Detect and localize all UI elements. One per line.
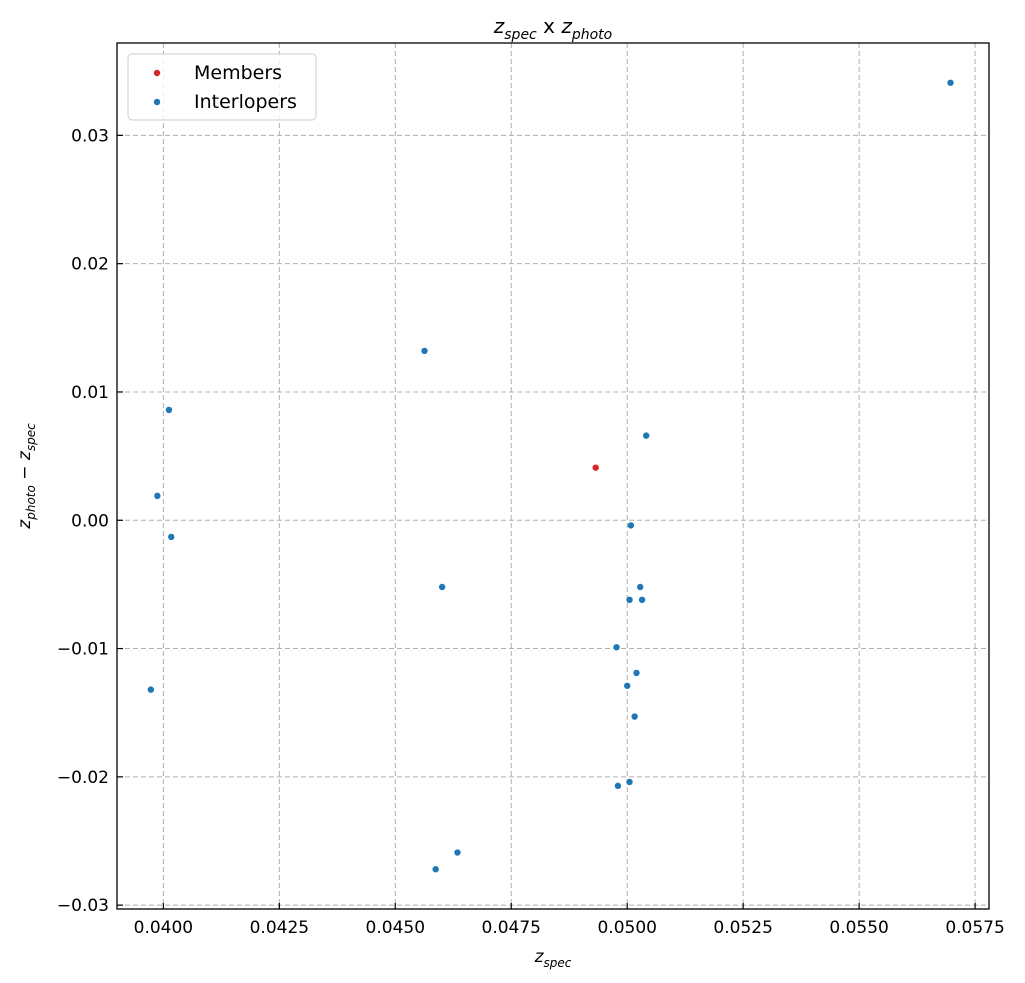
legend-box (127, 53, 317, 121)
data-point-interlopers (432, 866, 439, 873)
grid-lines (117, 43, 989, 909)
ylabel-sub-2: spec (24, 423, 38, 451)
x-tick-label: 0.0425 (250, 918, 309, 938)
data-point-interlopers (454, 849, 461, 856)
data-point-members (592, 464, 599, 471)
y-axis-label: zphoto − zspec (15, 423, 38, 530)
data-point-interlopers (147, 686, 155, 693)
legend-marker-members (153, 69, 161, 77)
data-point-interlopers (624, 682, 631, 689)
title-base-2: z (560, 14, 572, 38)
ylabel-sub-1: photo (24, 485, 38, 521)
xlabel-base: z (534, 947, 545, 967)
legend: Members Interlopers (127, 53, 317, 121)
title-sub-1: spec (504, 27, 537, 43)
x-tick-label: 0.0400 (134, 918, 193, 938)
xlabel-sub: spec (544, 956, 572, 970)
title-sub-2: photo (571, 27, 612, 43)
data-point-interlopers (627, 522, 635, 529)
y-tick-label: 0.02 (71, 255, 109, 275)
x-tick-label: 0.0450 (366, 918, 425, 938)
y-tick-label: −0.03 (57, 896, 109, 916)
legend-label-members: Members (194, 62, 282, 84)
data-point-interlopers (168, 533, 175, 541)
data-points (147, 79, 954, 873)
data-point-interlopers (643, 432, 650, 439)
legend-marker-interlopers (153, 98, 161, 106)
data-point-interlopers (154, 492, 161, 500)
data-point-interlopers (614, 782, 622, 790)
y-tick-label: −0.01 (57, 640, 109, 660)
axis-ticks: 0.0400 0.0425 0.0450 0.0475 0.0500 0.0525 0.05… (57, 126, 1005, 938)
chart-title: zspec x zphoto (493, 14, 612, 43)
y-tick-label: 0.00 (71, 511, 109, 531)
data-point-interlopers (947, 79, 954, 86)
y-tick-label: −0.02 (57, 768, 109, 788)
data-point-interlopers (631, 713, 638, 720)
x-axis-label: zspec (534, 947, 572, 970)
data-point-interlopers (626, 778, 633, 786)
ylabel-base-1: z (15, 519, 35, 530)
data-point-interlopers (613, 644, 620, 651)
x-tick-label: 0.0500 (597, 918, 656, 938)
title-base-1: z (493, 14, 505, 38)
data-point-interlopers (638, 596, 646, 604)
x-tick-label: 0.0475 (482, 918, 541, 938)
legend-label-interlopers: Interlopers (194, 91, 297, 113)
title-mid: x (537, 14, 562, 38)
data-point-interlopers (633, 669, 640, 677)
data-point-interlopers (438, 583, 446, 591)
plot-frame (116, 42, 990, 910)
data-point-interlopers (165, 406, 173, 414)
ylabel-base-2: z (15, 450, 35, 461)
y-tick-label: 0.03 (71, 126, 109, 146)
x-tick-label: 0.0575 (945, 918, 1004, 938)
data-point-interlopers (421, 347, 428, 355)
x-tick-label: 0.0525 (713, 918, 772, 938)
x-tick-label: 0.0550 (829, 918, 888, 938)
data-point-interlopers (637, 583, 644, 591)
data-point-interlopers (626, 596, 633, 604)
ylabel-op: − (15, 460, 35, 485)
y-tick-label: 0.01 (71, 383, 109, 403)
